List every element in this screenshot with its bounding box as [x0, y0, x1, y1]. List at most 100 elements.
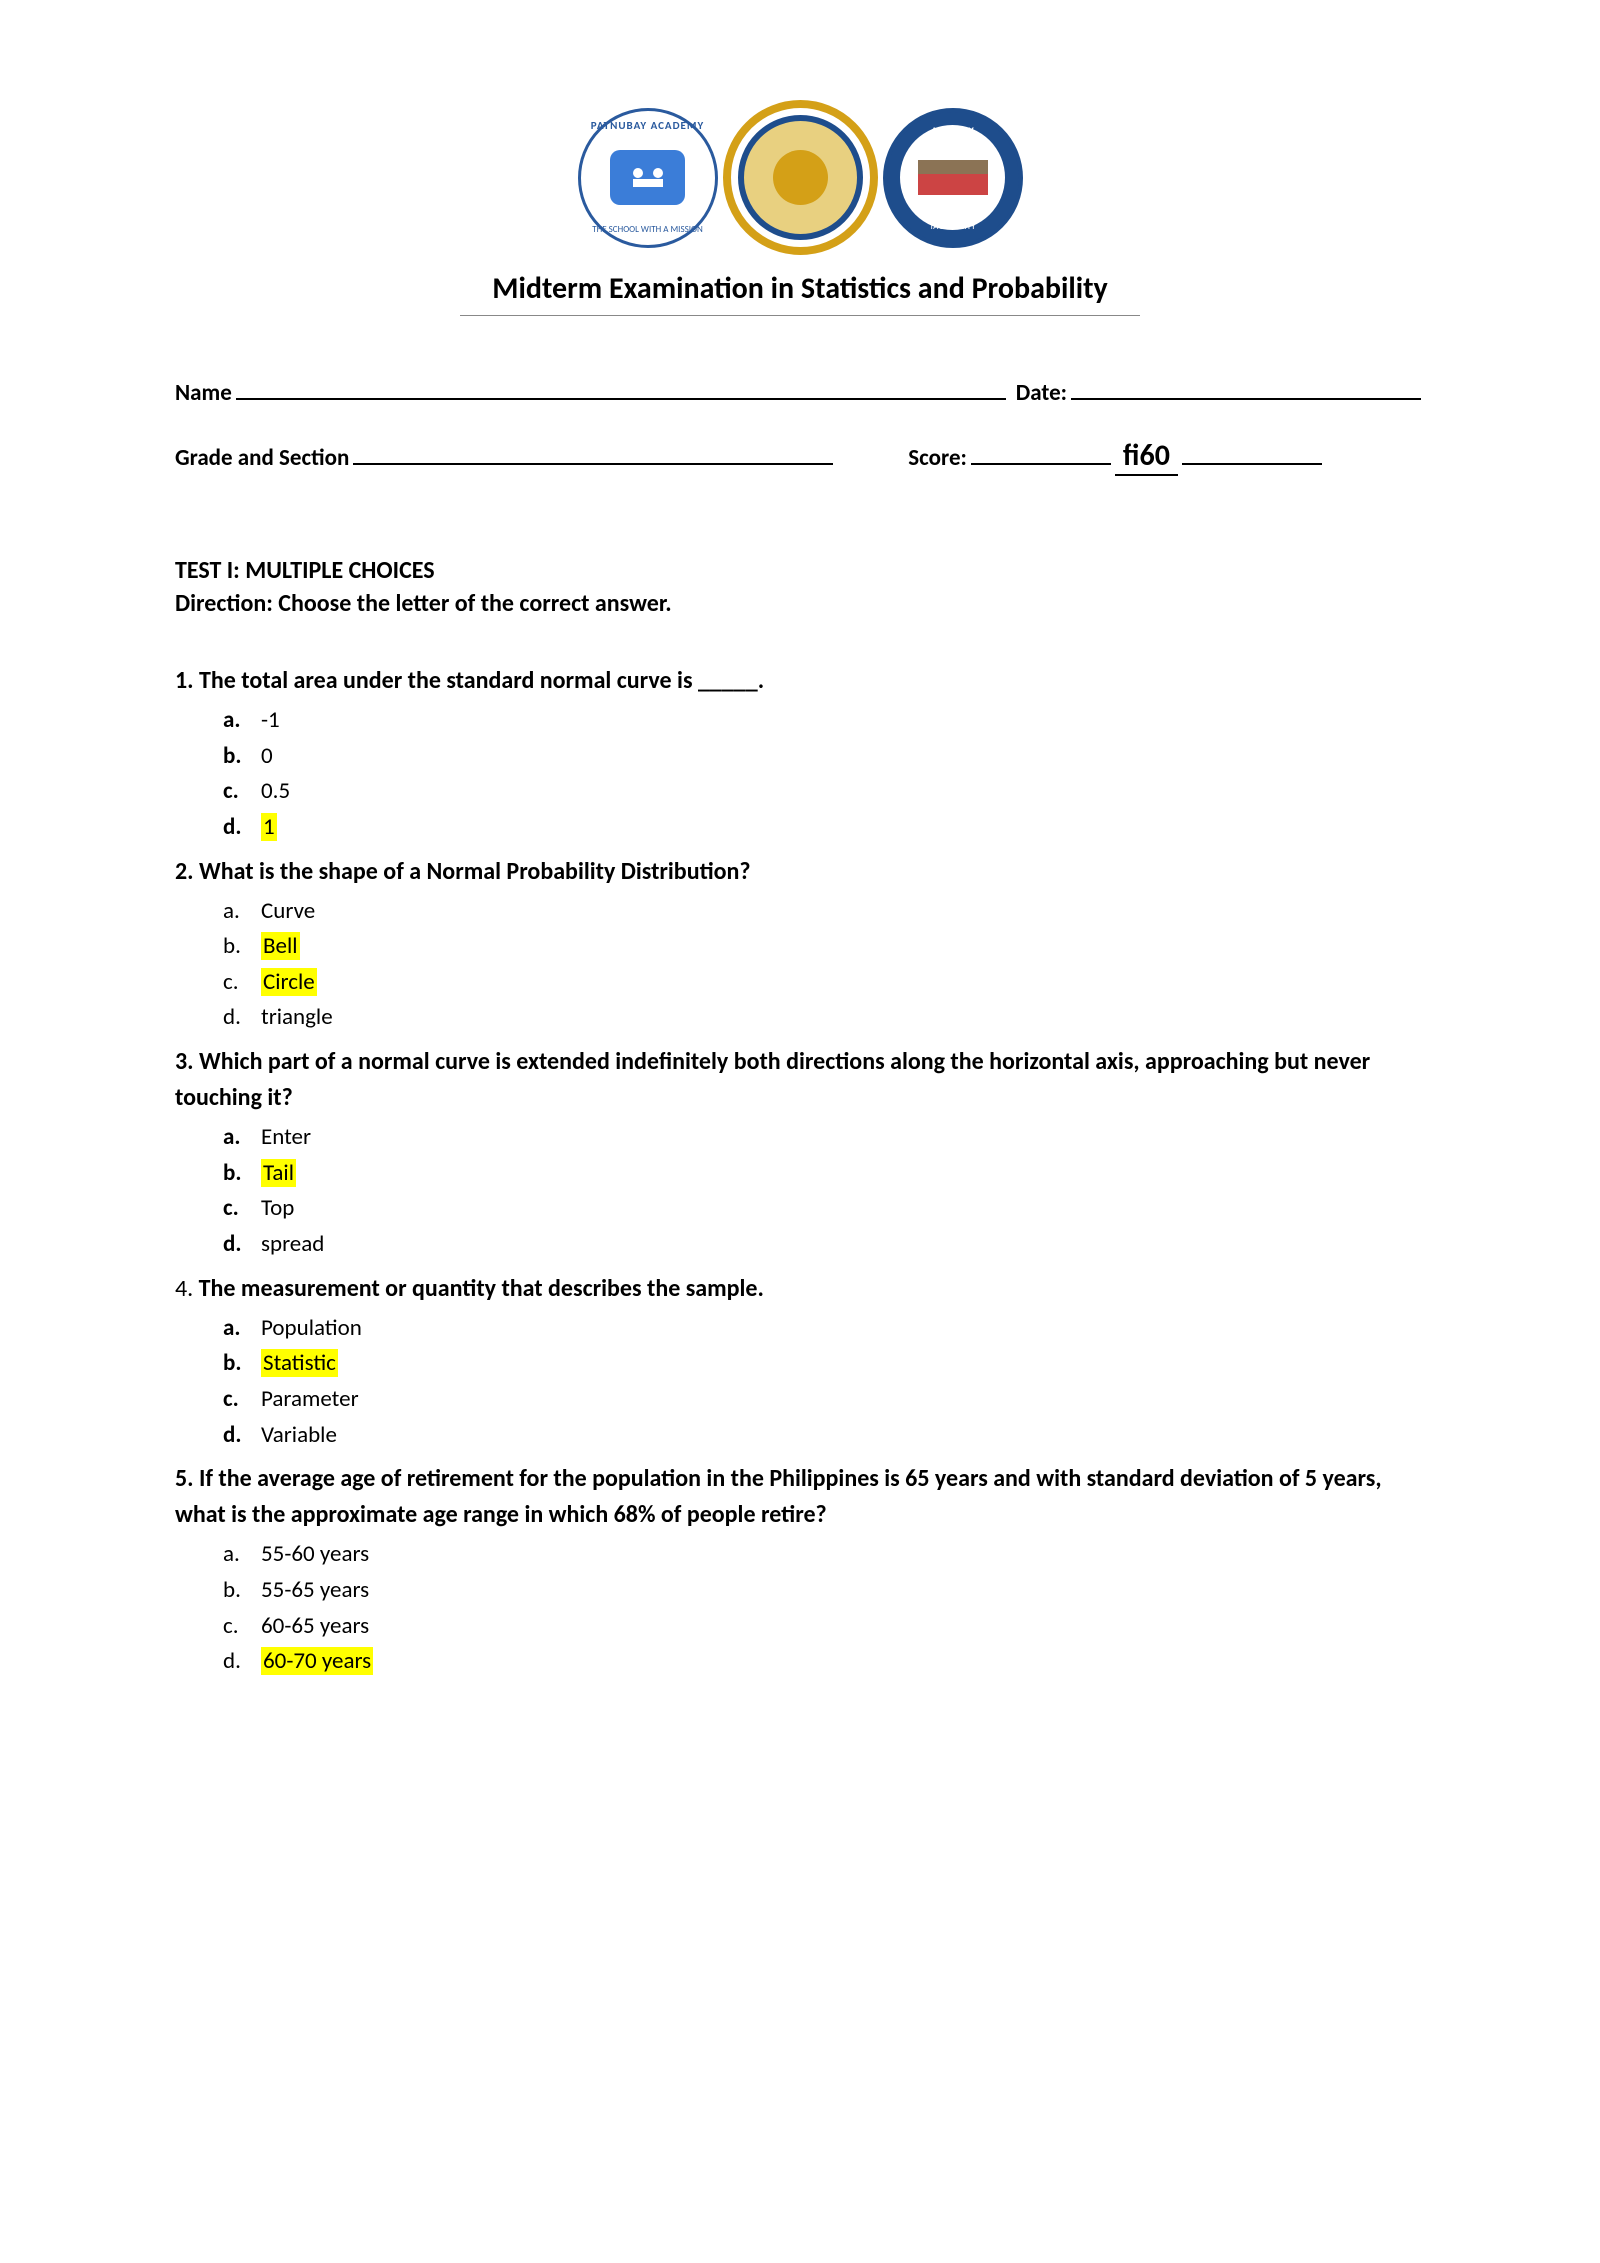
choice-letter: b.	[223, 1346, 261, 1382]
choice-item: c.Parameter	[223, 1382, 1425, 1418]
grade-score-row: Grade and Section Score: fi60	[175, 437, 1425, 476]
choice-letter: b.	[223, 1156, 261, 1192]
question-text: 3. Which part of a normal curve is exten…	[175, 1044, 1425, 1116]
choice-list: a.-1b.0c.0.5d.1	[223, 703, 1425, 846]
exam-title: Midterm Examination in Statistics and Pr…	[175, 270, 1425, 307]
choice-text: Bell	[261, 929, 300, 965]
choice-letter: c.	[223, 774, 261, 810]
date-label: Date:	[1016, 379, 1067, 407]
choice-text: triangle	[261, 1000, 333, 1036]
choice-text: Curve	[261, 894, 315, 930]
name-date-row: Name Date:	[175, 376, 1425, 407]
question-stem: The total area under the standard normal…	[199, 666, 764, 695]
choice-text: -1	[261, 703, 280, 739]
choice-item: b.Tail	[223, 1156, 1425, 1192]
choice-list: a.Populationb.Statisticc.Parameterd.Vari…	[223, 1311, 1425, 1454]
choice-text: 0	[261, 739, 273, 775]
choice-item: a.Enter	[223, 1120, 1425, 1156]
question-number: 4.	[175, 1274, 199, 1303]
date-blank	[1071, 376, 1421, 400]
choice-text: Top	[261, 1191, 294, 1227]
choice-item: d.Variable	[223, 1418, 1425, 1454]
choice-text: 55-65 years	[261, 1573, 369, 1609]
question-text: 2. What is the shape of a Normal Probabi…	[175, 854, 1425, 890]
logo-mtc	[723, 100, 878, 255]
logo3-bottom-text: TAGUIG CITY	[929, 221, 975, 232]
name-label: Name	[175, 379, 232, 407]
grade-blank	[353, 441, 833, 465]
question-block: 5. If the average age of retirement for …	[175, 1461, 1425, 1680]
test-section: TEST I: MULTIPLE CHOICES Direction: Choo…	[175, 556, 1425, 1680]
choice-item: c.Circle	[223, 965, 1425, 1001]
choice-item: d.spread	[223, 1227, 1425, 1263]
question-stem: What is the shape of a Normal Probabilit…	[199, 857, 751, 886]
choice-letter: d.	[223, 1644, 261, 1680]
choice-item: d.1	[223, 810, 1425, 846]
question-text: 4. The measurement or quantity that desc…	[175, 1271, 1425, 1307]
choice-item: a.-1	[223, 703, 1425, 739]
question-text: 5. If the average age of retirement for …	[175, 1461, 1425, 1533]
highlighted-answer: Bell	[261, 932, 300, 960]
choice-text: 1	[261, 810, 277, 846]
choice-item: c.Top	[223, 1191, 1425, 1227]
choice-text: Parameter	[261, 1382, 359, 1418]
highlighted-answer: 1	[261, 813, 277, 841]
logo-noahs-academy: ACADEMY TAGUIG CITY	[883, 108, 1023, 248]
choice-list: a.Curveb.Bellc.Circled.triangle	[223, 894, 1425, 1037]
logo1-top-text: PATNUBAY ACADEMY	[591, 119, 704, 132]
logo1-graphic	[610, 150, 685, 205]
question-block: 4. The measurement or quantity that desc…	[175, 1271, 1425, 1454]
grade-label: Grade and Section	[175, 444, 349, 472]
score-blank-left	[971, 441, 1111, 465]
question-stem: If the average age of retirement for the…	[175, 1464, 1382, 1529]
choice-letter: a.	[223, 1120, 261, 1156]
logo-patnubay: PATNUBAY ACADEMY THE SCHOOL WITH A MISSI…	[578, 108, 718, 248]
choice-item: b.0	[223, 739, 1425, 775]
choice-item: c.60-65 years	[223, 1609, 1425, 1645]
choice-text: Enter	[261, 1120, 311, 1156]
question-block: 1. The total area under the standard nor…	[175, 663, 1425, 846]
logo2-ring	[738, 115, 863, 240]
test-header: TEST I: MULTIPLE CHOICES	[175, 556, 1425, 585]
choice-text: Population	[261, 1311, 362, 1347]
choice-text: spread	[261, 1227, 324, 1263]
choice-letter: a.	[223, 894, 261, 930]
question-number: 3.	[175, 1047, 199, 1076]
logo-row: PATNUBAY ACADEMY THE SCHOOL WITH A MISSI…	[175, 100, 1425, 255]
student-info-section: Name Date: Grade and Section Score: fi60	[175, 376, 1425, 476]
question-block: 2. What is the shape of a Normal Probabi…	[175, 854, 1425, 1037]
title-underline	[460, 315, 1140, 316]
highlighted-answer: Statistic	[261, 1349, 338, 1377]
choice-letter: b.	[223, 929, 261, 965]
choice-letter: b.	[223, 1573, 261, 1609]
highlighted-answer: Circle	[261, 968, 317, 996]
question-text: 1. The total area under the standard nor…	[175, 663, 1425, 699]
logo2-center	[773, 150, 828, 205]
choice-letter: c.	[223, 1382, 261, 1418]
choice-letter: a.	[223, 1537, 261, 1573]
logo3-ship-graphic	[918, 160, 988, 195]
highlighted-answer: 60-70 years	[261, 1647, 373, 1675]
choice-item: a.55-60 years	[223, 1537, 1425, 1573]
choice-item: a.Population	[223, 1311, 1425, 1347]
choice-letter: d.	[223, 1227, 261, 1263]
choice-letter: c.	[223, 965, 261, 1001]
choice-text: Tail	[261, 1156, 296, 1192]
choice-text: 0.5	[261, 774, 290, 810]
choice-item: a.Curve	[223, 894, 1425, 930]
choice-letter: d.	[223, 1418, 261, 1454]
highlighted-answer: Tail	[261, 1159, 296, 1187]
choice-text: 60-65 years	[261, 1609, 369, 1645]
questions-container: 1. The total area under the standard nor…	[175, 663, 1425, 1680]
question-stem: The measurement or quantity that describ…	[199, 1274, 764, 1303]
question-number: 5.	[175, 1464, 199, 1493]
logo3-inner	[900, 125, 1005, 230]
question-block: 3. Which part of a normal curve is exten…	[175, 1044, 1425, 1263]
choice-letter: c.	[223, 1609, 261, 1645]
choice-list: a.55-60 yearsb.55-65 yearsc.60-65 yearsd…	[223, 1537, 1425, 1680]
score-value: fi60	[1115, 437, 1178, 476]
choice-letter: d.	[223, 1000, 261, 1036]
name-blank	[236, 376, 1006, 400]
choice-list: a.Enterb.Tailc.Topd.spread	[223, 1120, 1425, 1263]
choice-text: Variable	[261, 1418, 337, 1454]
